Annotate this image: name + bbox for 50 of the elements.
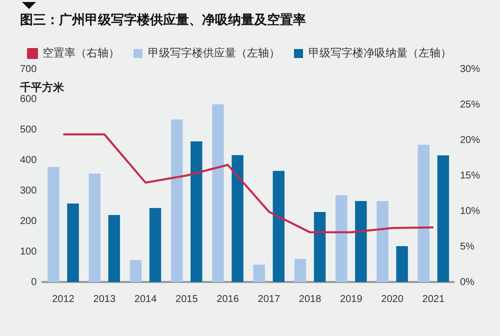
y2-tick-label: 5% bbox=[460, 241, 475, 252]
y-axis-title: 千平方米 bbox=[20, 80, 64, 95]
x-tick-label: 2018 bbox=[298, 294, 322, 305]
x-tick-label: 2015 bbox=[176, 294, 198, 305]
x-tick-label: 2017 bbox=[258, 294, 280, 305]
bar bbox=[376, 201, 388, 282]
y2-tick-label: 0% bbox=[460, 276, 475, 288]
bar bbox=[294, 258, 306, 282]
y-tick-label: 100 bbox=[20, 246, 38, 258]
bar bbox=[418, 144, 430, 282]
y-tick-label: 700 bbox=[20, 64, 38, 75]
x-tick-label: 2016 bbox=[216, 294, 240, 305]
x-tick-label: 2014 bbox=[134, 294, 158, 305]
y-tick-label: 600 bbox=[20, 94, 38, 106]
x-tick-label: 2012 bbox=[52, 294, 75, 305]
y2-tick-label: 15% bbox=[460, 170, 480, 182]
bar bbox=[88, 174, 100, 282]
bar bbox=[190, 141, 202, 282]
y-tick-label: 400 bbox=[20, 155, 38, 166]
y2-tick-label: 10% bbox=[460, 206, 480, 217]
bar bbox=[130, 260, 142, 282]
y2-tick-label: 25% bbox=[460, 99, 480, 110]
legend-label: 甲级写字楼供应量（左轴） bbox=[148, 46, 280, 60]
y2-tick-label: 30% bbox=[460, 64, 480, 75]
bar bbox=[149, 208, 162, 282]
bar bbox=[212, 104, 224, 282]
bar bbox=[314, 212, 326, 282]
y-tick-label: 0 bbox=[31, 276, 38, 288]
y-tick-label: 300 bbox=[20, 185, 38, 196]
bar bbox=[272, 170, 285, 282]
bar bbox=[396, 246, 408, 282]
bar bbox=[48, 166, 60, 282]
legend-label: 甲级写字楼净吸纳量（左轴） bbox=[308, 46, 452, 60]
bar bbox=[355, 201, 367, 282]
y2-tick-label: 20% bbox=[460, 134, 480, 146]
x-tick-label: 2013 bbox=[93, 294, 116, 305]
bar bbox=[171, 120, 183, 282]
bar bbox=[108, 215, 120, 282]
bar bbox=[336, 195, 348, 282]
chart-title: 图三：广州甲级写字楼供应量、净吸纳量及空置率 bbox=[20, 12, 306, 29]
x-tick-label: 2021 bbox=[422, 294, 445, 305]
legend-label: 空置率（右轴） bbox=[42, 46, 120, 60]
y-tick-label: 200 bbox=[20, 216, 38, 227]
x-tick-label: 2020 bbox=[381, 294, 404, 305]
bar bbox=[437, 155, 450, 282]
y-tick-label: 500 bbox=[20, 124, 38, 136]
bar bbox=[253, 264, 265, 282]
bar bbox=[232, 155, 244, 282]
bar bbox=[67, 203, 79, 282]
x-tick-label: 2019 bbox=[340, 294, 363, 305]
